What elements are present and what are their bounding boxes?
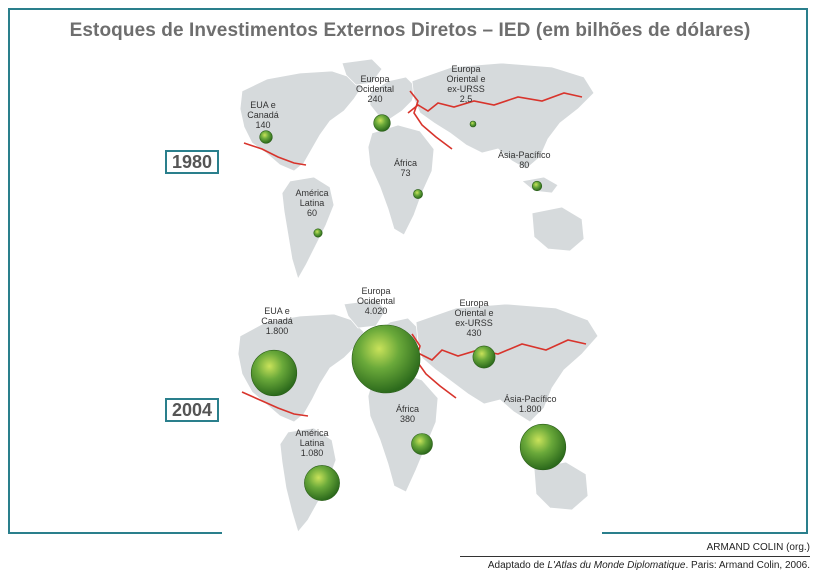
bubble-2004-america-latina: [304, 465, 340, 501]
south-america-shape: [281, 176, 335, 281]
continents-1980: [239, 58, 595, 281]
credit-source-prefix: Adaptado de: [487, 560, 548, 571]
bubble-1980-africa: [413, 189, 423, 199]
label-1980-europa-oriental: Europa Oriental e ex-URSS 2,5: [446, 64, 486, 104]
credit-divider: [460, 556, 810, 557]
figure-frame: Estoques de Investimentos Externos Diret…: [8, 8, 808, 536]
bubble-2004-europa-oriental: [472, 345, 496, 369]
world-map-1980: [222, 53, 602, 285]
bubble-2004-europa-ocidental: [351, 324, 421, 394]
bubbles-1980: [259, 114, 543, 238]
bubbles-2004: [250, 324, 567, 501]
africa-shape: [367, 124, 435, 236]
label-2004-europa-oriental: Europa Oriental e ex-URSS 430: [454, 298, 494, 338]
label-1980-asia-pacifico: Ásia-Pacífico 80: [498, 150, 551, 170]
world-map-2004-svg: [237, 299, 599, 533]
credit-source-suffix: . Paris: Armand Colin, 2006.: [685, 560, 810, 571]
bubble-1980-europa-oriental: [469, 120, 477, 128]
world-map-2004: [222, 292, 602, 536]
label-2004-africa: África 380: [396, 404, 420, 424]
europe-shape: [369, 76, 417, 120]
bubble-2004-asia-pacifico: [519, 423, 567, 471]
greenland-shape: [343, 299, 387, 329]
label-2004-asia-pacifico: Ásia-Pacífico 1.800: [504, 394, 557, 414]
credit-author: ARMAND COLIN (org.): [706, 542, 810, 553]
boundary-east-europe: [411, 333, 457, 399]
label-1980-eua-canada: EUA e Canadá 140: [247, 100, 279, 130]
label-1980-africa: África 73: [394, 158, 418, 178]
year-label-2004: 2004: [165, 398, 219, 422]
asia-shape: [411, 62, 595, 170]
boundaries-1980: [243, 90, 583, 166]
boundary-us-mexico: [241, 391, 309, 417]
australia-shape: [531, 206, 585, 252]
figure-title: Estoques de Investimentos Externos Diret…: [69, 20, 751, 41]
bubble-2004-eua-canada: [250, 349, 298, 397]
bubble-1980-america-latina: [313, 228, 323, 238]
year-label-1980: 1980: [165, 150, 219, 174]
label-2004-eua-canada: EUA e Canadá 1.800: [261, 306, 293, 336]
boundary-us-mexico: [243, 142, 307, 166]
label-2004-europa-ocidental: Europa Ocidental 4.020: [356, 286, 396, 316]
boundary-east-west: [407, 92, 583, 114]
australia-shape: [533, 461, 589, 511]
greenland-shape: [341, 58, 383, 86]
world-map-1980-svg: [239, 58, 595, 281]
credit-source-title: L'Atlas du Monde Diplomatique: [547, 560, 686, 571]
bubble-1980-eua-canada: [259, 130, 273, 144]
asia-shape: [415, 303, 599, 423]
credit-source: Adaptado de L'Atlas du Monde Diplomatiqu…: [488, 560, 810, 571]
boundary-east-europe: [409, 90, 453, 150]
label-1980-europa-ocidental: Europa Ocidental 240: [355, 74, 395, 104]
africa-shape: [367, 371, 439, 493]
north-america-shape: [239, 70, 363, 172]
label-2004-america-latina: América Latina 1.080: [295, 428, 329, 458]
label-1980-america-latina: América Latina 60: [295, 188, 329, 218]
bubble-1980-europa-ocidental: [373, 114, 391, 132]
bubble-2004-africa: [411, 433, 433, 455]
bubble-1980-asia-pacifico: [531, 180, 543, 192]
